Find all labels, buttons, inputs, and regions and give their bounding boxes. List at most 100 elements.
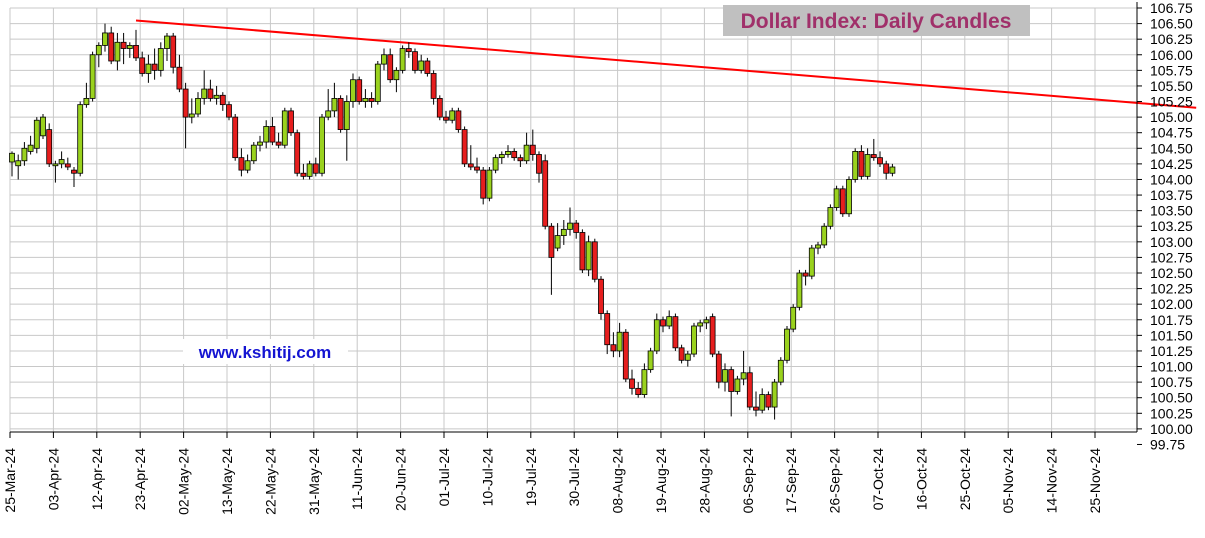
- x-tick-label: 16-Oct-24: [913, 448, 929, 510]
- x-tick-label: 12-Apr-24: [89, 448, 105, 510]
- x-tick-label: 11-Jun-24: [349, 448, 365, 510]
- candle-body: [350, 79, 356, 102]
- x-tick-label: 22-May-24: [262, 448, 278, 515]
- x-tick-label: 13-May-24: [219, 448, 235, 515]
- candle-body: [145, 63, 152, 74]
- candle: [244, 154, 251, 174]
- candle-body: [653, 319, 660, 352]
- candle-body: [188, 113, 195, 118]
- candle-body: [418, 60, 425, 71]
- x-tick-label: 25-Mar-24: [2, 448, 18, 513]
- candle-body: [263, 126, 270, 143]
- candle-body: [523, 144, 530, 162]
- candle: [684, 350, 691, 367]
- candle-body: [560, 228, 567, 236]
- candle-body: [207, 88, 214, 99]
- title-background: [723, 5, 1030, 36]
- x-tick-label: 10-Jul-24: [479, 448, 495, 507]
- candle: [486, 167, 493, 202]
- candle-body: [77, 104, 84, 174]
- candle: [269, 117, 276, 146]
- candle: [560, 220, 567, 245]
- candle: [709, 313, 716, 358]
- y-tick-label: 105.75: [1150, 62, 1193, 78]
- y-tick-label: 101.00: [1150, 359, 1193, 375]
- candle-body: [604, 313, 611, 346]
- y-tick-label: 104.50: [1150, 140, 1193, 156]
- y-tick-label: 102.75: [1150, 249, 1193, 265]
- candle-body: [300, 172, 307, 177]
- candle-body: [765, 394, 772, 408]
- resistance-trendline: [135, 19, 1197, 109]
- y-tick-label: 105.25: [1150, 94, 1193, 110]
- candle-body: [294, 132, 301, 174]
- candle: [381, 48, 387, 71]
- candle: [529, 129, 536, 161]
- candle: [455, 107, 462, 133]
- candle: [598, 276, 604, 320]
- candle: [653, 313, 660, 355]
- y-tick-label: 102.50: [1150, 265, 1193, 281]
- candle: [182, 82, 189, 149]
- candle: [480, 167, 487, 205]
- candle-body: [703, 319, 710, 324]
- y-tick-label: 99.75: [1150, 436, 1185, 452]
- candle-body: [629, 378, 635, 389]
- candle: [226, 101, 232, 121]
- candle-body: [864, 154, 871, 177]
- candle: [672, 313, 679, 351]
- candle-body: [467, 163, 474, 168]
- candle: [505, 145, 511, 158]
- candle: [405, 42, 412, 58]
- candle-body: [164, 35, 170, 49]
- candle: [784, 326, 790, 364]
- y-tick-label: 106.25: [1150, 31, 1193, 47]
- x-tick-label: 25-Nov-24: [1087, 448, 1103, 514]
- candle: [418, 54, 425, 74]
- candle: [622, 329, 629, 383]
- candle-body: [660, 319, 666, 327]
- y-tick-label: 104.00: [1150, 171, 1193, 187]
- candle: [802, 269, 809, 286]
- candle-body: [139, 57, 146, 74]
- y-tick-label: 100.50: [1150, 390, 1193, 406]
- x-tick-label: 17-Sep-24: [783, 448, 799, 514]
- candle: [833, 185, 840, 211]
- candle-body: [331, 98, 338, 112]
- candle-body: [554, 235, 561, 249]
- candle: [629, 369, 635, 395]
- candle: [771, 379, 778, 420]
- candle: [703, 316, 710, 330]
- candle-body: [815, 244, 821, 249]
- candle-body: [684, 353, 691, 361]
- candle-body: [337, 98, 344, 130]
- candle: [467, 145, 474, 171]
- candle: [374, 61, 381, 105]
- candle-body: [449, 110, 456, 121]
- candle-body: [33, 119, 40, 149]
- y-tick-label: 103.00: [1150, 234, 1193, 250]
- candle-body: [436, 98, 443, 118]
- candle: [877, 151, 883, 167]
- candle: [288, 107, 294, 136]
- candle: [573, 220, 580, 239]
- candle-body: [126, 45, 133, 49]
- candle-body: [102, 32, 108, 46]
- candle-body: [498, 154, 505, 159]
- candle: [58, 151, 65, 169]
- candle-body: [430, 73, 437, 99]
- candle-body: [542, 160, 549, 227]
- x-tick-label: 28-Aug-24: [696, 448, 712, 514]
- candle: [523, 132, 530, 164]
- candle-body: [709, 316, 716, 355]
- candle-body: [461, 129, 468, 165]
- x-tick-label: 07-Oct-24: [870, 448, 886, 510]
- candle: [108, 26, 115, 65]
- candle: [498, 151, 505, 164]
- candle-body: [275, 141, 282, 146]
- candle-body: [480, 169, 487, 199]
- x-tick-label: 30-Jul-24: [566, 448, 582, 507]
- candle-body: [368, 98, 375, 102]
- candle-body: [579, 232, 586, 271]
